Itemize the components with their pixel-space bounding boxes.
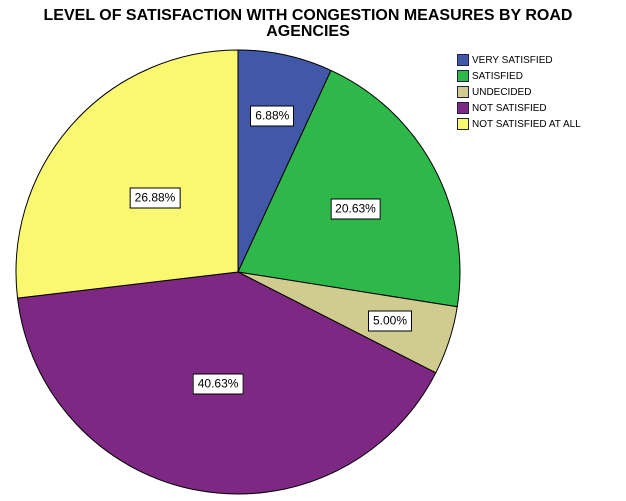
legend-item-not-satisfied-at-all: NOT SATISFIED AT ALL [457,116,581,132]
slice-label-not-satisfied: 40.63% [192,373,244,394]
legend-label: NOT SATISFIED AT ALL [472,118,581,130]
legend-label: UNDECIDED [472,86,532,98]
chart-title: LEVEL OF SATISFACTION WITH CONGESTION ME… [0,8,616,40]
legend-swatch-undecided [457,86,469,98]
legend-swatch-very-satisfied [457,54,469,66]
legend: VERY SATISFIED SATISFIED UNDECIDED NOT SATI… [457,52,581,132]
legend-item-satisfied: SATISFIED [457,68,581,84]
legend-label: SATISFIED [472,70,523,82]
legend-swatch-satisfied [457,70,469,82]
slice-label-not-satisfied-at-all: 26.88% [129,187,181,209]
pie-slice-not-satisfied-at-all [15,49,239,299]
slice-label-very-satisfied: 6.88% [250,105,295,127]
slice-label-undecided: 5.00% [367,310,413,332]
legend-label: NOT SATISFIED [472,102,547,114]
legend-swatch-not-satisfied [457,102,469,114]
slice-label-satisfied: 20.63% [330,198,381,220]
pie-slice-satisfied [237,69,461,308]
legend-item-not-satisfied: NOT SATISFIED [457,100,581,116]
legend-label: VERY SATISFIED [472,54,553,66]
legend-swatch-not-satisfied-at-all [457,118,469,130]
chart-title-line-1: LEVEL OF SATISFACTION WITH CONGESTION ME… [43,7,573,24]
chart-title-line-2: AGENCIES [266,23,350,40]
legend-item-very-satisfied: VERY SATISFIED [457,52,581,68]
legend-item-undecided: UNDECIDED [457,84,581,100]
